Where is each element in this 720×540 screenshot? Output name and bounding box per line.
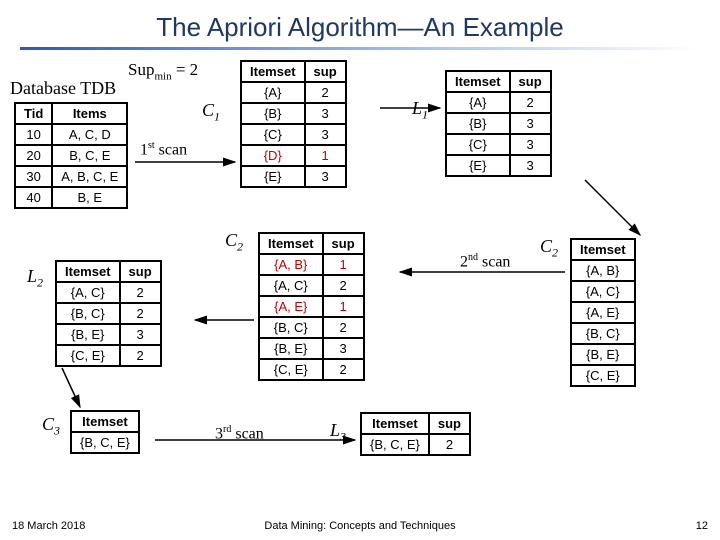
- scan2-label: 2nd scan: [460, 252, 510, 271]
- scan3-label: 3rd scan: [215, 424, 264, 443]
- c3-table: Itemset {B, C, E}: [70, 410, 140, 454]
- database-label: Database TDB: [10, 78, 116, 99]
- c3-label: C3: [42, 414, 60, 439]
- l3-label: L3: [330, 420, 346, 445]
- page-title: The Apriori Algorithm—An Example: [0, 0, 720, 47]
- l1-label: L1: [412, 98, 428, 123]
- c2-sup-table: Itemsetsup {A, B}1 {A, C}2 {A, E}1 {B, C…: [258, 232, 365, 381]
- c2a-label: C2: [225, 230, 243, 255]
- l3-table: Itemsetsup {B, C, E}2: [360, 412, 471, 456]
- c1-table: Itemsetsup {A}2 {B}3 {C}3 {D}1 {E}3: [240, 60, 347, 188]
- supmin-label: Supmin = 2: [128, 60, 198, 82]
- l2-label: L2: [27, 266, 43, 291]
- tdb-table: TidItems 10A, C, D 20B, C, E 30A, B, C, …: [14, 102, 128, 209]
- c1-label: C1: [202, 100, 220, 125]
- footer-center: Data Mining: Concepts and Techniques: [0, 520, 720, 532]
- l1-table: Itemsetsup {A}2 {B}3 {C}3 {E}3: [445, 70, 552, 177]
- c2-items-table: Itemset {A, B} {A, C} {A, E} {B, C} {B, …: [570, 238, 636, 387]
- title-underline: [20, 47, 700, 50]
- footer-page: 12: [696, 520, 708, 532]
- l2-table: Itemsetsup {A, C}2 {B, C}2 {B, E}3 {C, E…: [55, 260, 162, 367]
- c2b-label: C2: [540, 236, 558, 261]
- scan1-label: 1st scan: [140, 140, 187, 159]
